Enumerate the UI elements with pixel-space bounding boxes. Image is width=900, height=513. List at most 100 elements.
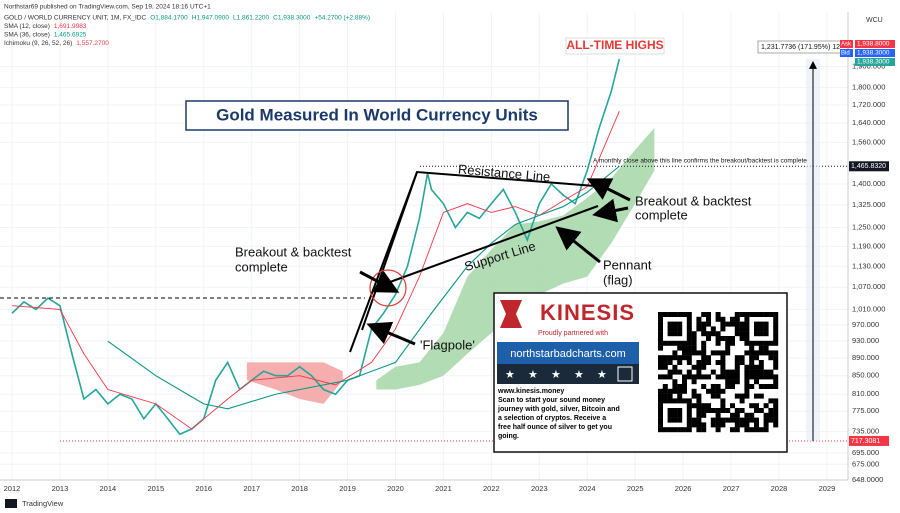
qr-cell xyxy=(763,374,769,380)
qr-cell xyxy=(744,340,750,346)
qr-cell xyxy=(744,379,750,385)
qr-cell xyxy=(739,422,745,428)
qr-cell xyxy=(677,326,683,332)
qr-cell xyxy=(763,331,769,337)
qr-cell xyxy=(730,384,735,389)
qr-cell xyxy=(734,379,740,385)
qr-cell xyxy=(720,316,726,322)
qr-cell xyxy=(710,388,716,394)
legend-value: 1,465.6925 xyxy=(54,32,87,39)
qr-cell xyxy=(749,345,755,351)
qr-cell xyxy=(773,403,779,409)
svg-text:★: ★ xyxy=(528,369,538,381)
qr-cell xyxy=(763,403,769,409)
y-tick-label: 1,560.000 xyxy=(852,137,885,146)
y-tick-label: 1,900.000 xyxy=(852,62,885,71)
x-tick-label: 2017 xyxy=(243,484,260,493)
qr-cell xyxy=(754,312,759,317)
qr-cell xyxy=(739,336,745,341)
qr-cell xyxy=(763,427,769,433)
qr-cell xyxy=(677,312,683,317)
qr-cell xyxy=(744,336,750,341)
qr-cell xyxy=(682,398,687,404)
ad-line: going. xyxy=(498,433,519,440)
qr-cell xyxy=(739,398,745,404)
qr-cell xyxy=(662,312,668,317)
qr-cell xyxy=(749,360,755,365)
qr-cell xyxy=(749,312,755,317)
qr-cell xyxy=(701,326,707,332)
qr-cell xyxy=(773,321,779,327)
qr-cell xyxy=(686,350,692,356)
qr-cell xyxy=(701,350,707,356)
qr-cell xyxy=(758,321,764,327)
qr-cell xyxy=(768,355,774,361)
y-tick-label: 695.000 xyxy=(852,448,879,457)
qr-cell xyxy=(730,336,735,341)
annotation: Breakout & backtest xyxy=(235,244,352,259)
legend-ohlc: H1,947.0900 xyxy=(192,15,230,22)
qr-cell xyxy=(672,408,678,413)
qr-cell xyxy=(763,345,769,351)
qr-cell xyxy=(730,427,735,433)
qr-cell xyxy=(658,403,663,409)
qr-cell xyxy=(682,374,687,380)
qr-cell xyxy=(768,374,774,380)
qr-cell xyxy=(749,403,755,409)
qr-cell xyxy=(672,321,678,327)
legend-value: 1,691.9983 xyxy=(54,23,87,30)
qr-cell xyxy=(686,408,692,413)
qr-cell xyxy=(706,331,711,337)
qr-cell xyxy=(754,321,759,327)
legend-ohlc: L1,861.2200 xyxy=(233,15,270,22)
qr-cell xyxy=(686,403,692,409)
qr-cell xyxy=(696,417,702,423)
qr-cell xyxy=(686,422,692,428)
qr-cell xyxy=(672,355,678,361)
qr-cell xyxy=(739,408,745,413)
qr-cell xyxy=(744,393,750,399)
ad-line: journey with gold, silver, Bitcoin and xyxy=(497,406,620,413)
x-tick-label: 2027 xyxy=(723,484,740,493)
y-tick-label: 930.000 xyxy=(852,336,879,345)
qr-cell xyxy=(677,331,683,337)
qr-cell xyxy=(696,408,702,413)
circle xyxy=(369,269,407,307)
qr-cell xyxy=(682,312,687,317)
qr-cell xyxy=(739,417,745,423)
annotation: Pennant xyxy=(603,257,652,272)
qr-cell xyxy=(739,393,745,399)
qr-cell xyxy=(696,369,702,375)
qr-cell xyxy=(658,398,663,404)
footer: TradingView xyxy=(22,499,64,508)
qr-cell xyxy=(730,417,735,423)
qr-cell xyxy=(773,350,779,356)
qr-cell xyxy=(672,398,678,404)
qr-cell xyxy=(662,393,668,399)
qr-cell xyxy=(701,412,707,418)
qr-cell xyxy=(658,388,663,394)
svg-text:★: ★ xyxy=(574,369,584,381)
qr-cell xyxy=(662,355,668,361)
qr-cell xyxy=(682,427,687,433)
qr-cell xyxy=(706,316,711,322)
qr-cell xyxy=(730,369,735,375)
qr-cell xyxy=(763,326,769,332)
y-tick-label: 675.000 xyxy=(852,459,879,468)
qr-cell xyxy=(677,355,683,361)
price-label-box xyxy=(855,49,895,57)
arrow xyxy=(592,198,629,223)
qr-cell xyxy=(768,398,774,404)
qr-cell xyxy=(691,331,697,337)
qr-cell xyxy=(677,412,683,418)
qr-cell xyxy=(701,331,707,337)
qr-cell xyxy=(734,326,740,332)
qr-cell xyxy=(701,312,707,317)
qr-cell xyxy=(701,345,707,351)
qr-cell xyxy=(730,403,735,409)
qr-cell xyxy=(691,403,697,409)
x-tick-label: 2023 xyxy=(531,484,548,493)
qr-cell xyxy=(677,321,683,327)
qr-cell xyxy=(710,384,716,389)
qr-cell xyxy=(715,316,721,322)
